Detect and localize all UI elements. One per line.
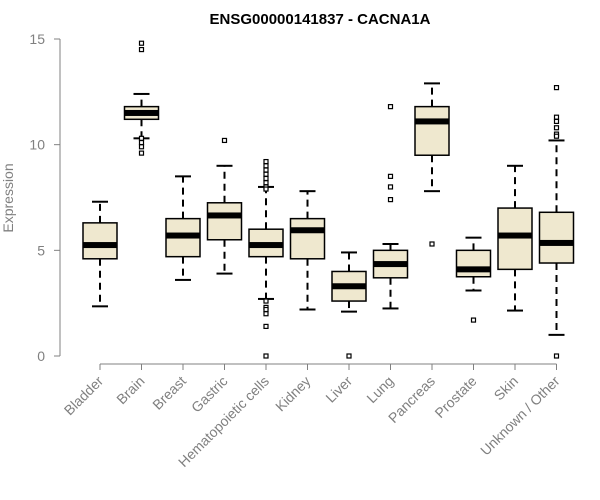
y-tick-label: 5 — [37, 242, 45, 258]
box-skin — [497, 164, 533, 312]
outlier-point — [553, 353, 560, 359]
outlier-point — [263, 163, 269, 169]
outlier-point — [553, 114, 560, 120]
outlier-point — [387, 104, 394, 110]
x-tick-label: Unknown / Other — [477, 373, 563, 459]
y-tick-label: 15 — [29, 31, 45, 47]
outlier-point — [138, 144, 145, 150]
box-iqr — [455, 249, 492, 278]
x-tick-label: Breast — [149, 373, 189, 413]
box-iqr — [82, 222, 118, 260]
outlier-point — [263, 311, 269, 317]
outlier-point — [263, 306, 269, 313]
outlier-point — [263, 186, 269, 192]
outlier-point — [263, 298, 269, 304]
box-pancreas — [414, 82, 450, 247]
box-prostate — [455, 236, 492, 323]
outlier-point — [387, 173, 394, 179]
box-kidney — [289, 190, 326, 311]
outlier-point — [138, 46, 145, 53]
outlier-point — [138, 40, 145, 46]
outlier-point — [263, 158, 269, 165]
outlier-point — [138, 135, 145, 141]
box-iqr — [206, 202, 243, 241]
outlier-point — [387, 197, 394, 203]
x-tick-label: Bladder — [61, 373, 107, 419]
box-unknown-other — [538, 85, 575, 359]
box-lung — [372, 104, 409, 310]
box-iqr — [414, 105, 450, 156]
outlier-point — [138, 139, 145, 146]
outlier-point — [553, 85, 560, 91]
box-gastric — [206, 137, 243, 275]
y-axis: 0 5 10 15 — [29, 31, 61, 364]
median-line — [332, 283, 366, 290]
median-line — [456, 266, 491, 273]
outlier-point — [138, 150, 145, 156]
median-line — [373, 261, 408, 268]
x-tick-label: Skin — [491, 373, 522, 404]
outlier-point — [553, 125, 560, 131]
median-line — [124, 109, 159, 116]
median-line — [249, 242, 283, 249]
x-tick-label: Brain — [113, 373, 147, 407]
box-iqr — [538, 211, 575, 264]
box-iqr — [497, 207, 533, 271]
outlier-point — [263, 171, 269, 177]
box-liver — [331, 251, 367, 359]
outlier-point — [387, 184, 394, 190]
outlier-point — [263, 180, 269, 186]
outlier-point — [429, 241, 435, 247]
box-bladder — [82, 200, 118, 308]
x-tick-label: Liver — [322, 373, 355, 406]
outlier-point — [553, 118, 560, 125]
y-tick-label: 10 — [29, 137, 45, 153]
box-hematopoietic-cells — [248, 158, 284, 359]
outlier-point — [346, 353, 352, 359]
median-line — [539, 239, 574, 246]
median-line — [290, 227, 325, 234]
median-line — [83, 242, 117, 249]
median-line — [415, 118, 449, 125]
median-line — [498, 232, 532, 239]
boxes-group — [82, 40, 575, 359]
x-tick-label: Kidney — [272, 373, 314, 415]
x-tick-label: Lung — [363, 373, 396, 406]
outlier-point — [553, 133, 560, 139]
outlier-point — [263, 323, 269, 330]
box-brain — [123, 40, 160, 156]
median-line — [207, 212, 242, 219]
outlier-point — [470, 317, 477, 323]
median-line — [166, 232, 200, 239]
y-tick-label: 0 — [37, 348, 45, 364]
box-breast — [165, 175, 201, 281]
y-axis-label: Expression — [0, 163, 16, 232]
box-iqr — [289, 217, 326, 260]
x-tick-label: Prostate — [431, 373, 479, 421]
outlier-point — [263, 167, 269, 173]
chart-title: ENSG00000141837 - CACNA1A — [210, 11, 431, 28]
outlier-point — [263, 353, 269, 359]
outlier-point — [221, 137, 228, 144]
outlier-point — [263, 175, 269, 182]
